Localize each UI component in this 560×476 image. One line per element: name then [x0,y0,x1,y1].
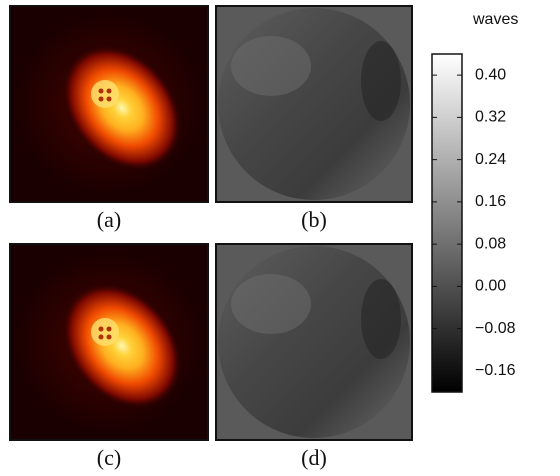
phase-image [215,5,413,203]
tick-label: 0.00 [475,278,506,295]
psf-image [9,5,209,203]
panel-label: (b) [301,207,327,232]
tick-label: 0.32 [475,109,506,126]
panel-label: (a) [97,207,121,232]
phase-image [215,243,413,441]
tick-label: 0.16 [475,193,506,210]
colorbar [431,53,463,393]
tick-label: 0.08 [475,235,506,252]
panel-label: (c) [97,445,121,470]
psf-image [9,243,209,441]
tick-label: −0.08 [475,320,516,337]
panel-label: (d) [301,445,327,470]
tick-label: 0.24 [475,151,506,168]
tick-label: −0.16 [475,362,516,379]
colorbar-title: waves [472,11,518,28]
tick-label: 0.40 [475,66,506,83]
